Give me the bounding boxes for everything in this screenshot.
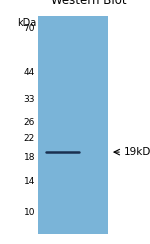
Bar [38, 16, 108, 234]
Text: 10: 10 [24, 208, 35, 217]
Text: 44: 44 [24, 68, 35, 77]
Text: 33: 33 [24, 95, 35, 104]
Text: Western Blot: Western Blot [51, 0, 127, 7]
Text: 70: 70 [24, 24, 35, 33]
Text: 18: 18 [24, 153, 35, 162]
Text: 26: 26 [24, 118, 35, 127]
Text: 22: 22 [24, 134, 35, 143]
Text: kDa: kDa [17, 18, 36, 28]
Text: 19kDa: 19kDa [124, 147, 150, 157]
Text: 14: 14 [24, 176, 35, 185]
